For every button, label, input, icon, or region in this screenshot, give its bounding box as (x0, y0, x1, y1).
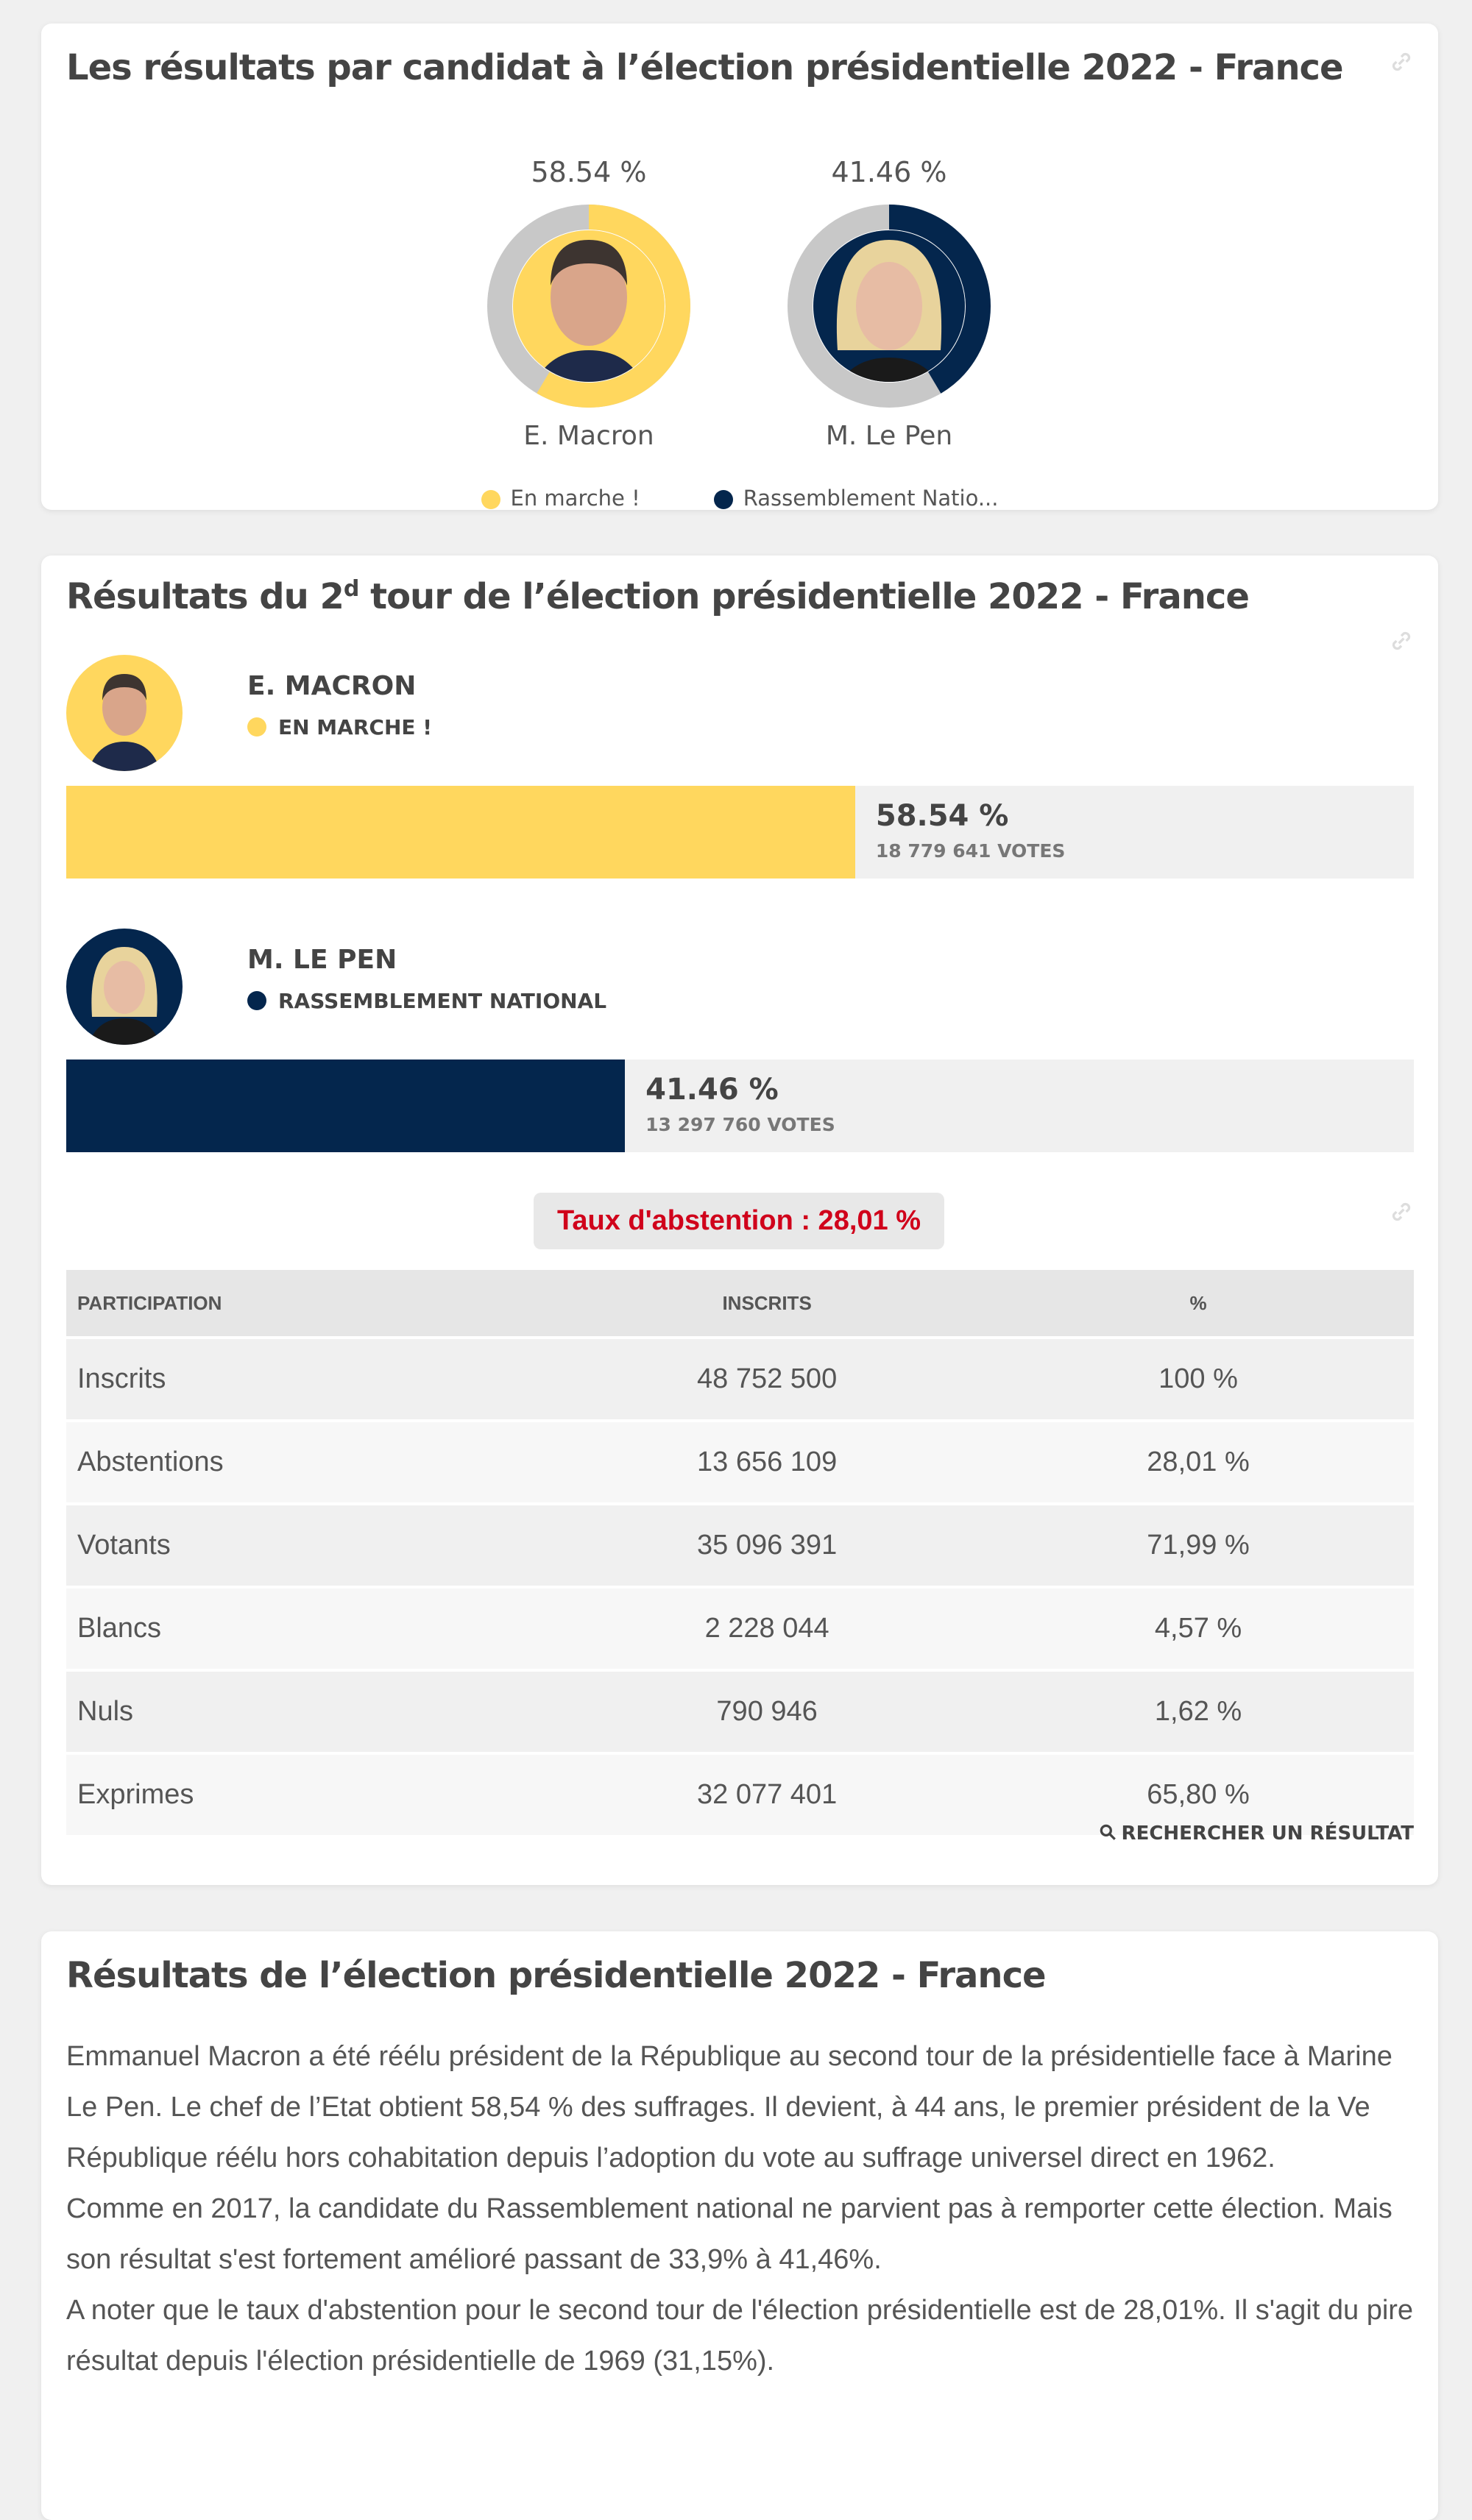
candidate-name: E. Macron (523, 421, 654, 451)
summary-card: Résultats de l’élection présidentielle 2… (41, 1931, 1438, 2520)
table-cell: 100 % (983, 1336, 1414, 1421)
donut-arc (487, 205, 690, 408)
le-pen-photo (813, 230, 965, 382)
macron-photo (513, 230, 665, 382)
table-cell: 2 228 044 (551, 1586, 983, 1670)
participation-table: PARTICIPATION INSCRITS % Inscrits 48 752 … (66, 1270, 1414, 1835)
table-row: Inscrits 48 752 500 100 % (66, 1336, 1414, 1421)
table-cell: Votants (66, 1502, 552, 1587)
donut-chart (487, 205, 690, 408)
table-cell: Abstentions (66, 1419, 552, 1504)
donut-le-pen: 41.46 % M. Le Pen (786, 156, 992, 451)
table-cell: 71,99 % (983, 1502, 1414, 1587)
title-text: Résultats du 2 (66, 576, 344, 617)
table-cell: 32 077 401 (551, 1752, 983, 1835)
paragraph: Comme en 2017, la candidate du Rassemble… (66, 2193, 1393, 2275)
card-title: Résultats du 2d tour de l’élection prési… (66, 576, 1250, 617)
table-cell: Exprimes (66, 1752, 552, 1835)
column-header: % (983, 1270, 1414, 1338)
table-cell: 790 946 (551, 1669, 983, 1753)
donut-arc (788, 205, 991, 408)
table-cell: Inscrits (66, 1336, 552, 1421)
candidate-name: E. MACRON (247, 671, 417, 701)
legend-dot (713, 490, 733, 509)
search-result-link[interactable]: RECHERCHER UN RÉSULTAT (1098, 1822, 1414, 1845)
result-bar-fill (66, 1060, 626, 1152)
avatar (66, 929, 183, 1045)
legend-label: En marche ! (510, 486, 640, 511)
table-row: Abstentions 13 656 109 28,01 % (66, 1419, 1414, 1504)
second-round-card: Résultats du 2d tour de l’élection prési… (41, 556, 1438, 1885)
link-icon[interactable] (1387, 1197, 1416, 1227)
candidate-party: EN MARCHE ! (247, 715, 432, 739)
summary-text: Emmanuel Macron a été réélu président de… (66, 2031, 1420, 2387)
column-header: PARTICIPATION (66, 1270, 552, 1338)
table-cell: 4,57 % (983, 1586, 1414, 1670)
result-bar: 41.46 % 13 297 760 VOTES (66, 1060, 1414, 1152)
candidate-results-card: Les résultats par candidat à l’élection … (41, 24, 1438, 511)
donut-percent: 41.46 % (831, 156, 947, 188)
link-icon[interactable] (1387, 626, 1416, 656)
donut-chart (788, 205, 991, 408)
result-bar-text: 41.46 % 13 297 760 VOTES (645, 1073, 835, 1135)
table-cell: 65,80 % (983, 1752, 1414, 1835)
avatar (66, 655, 183, 771)
result-bar-fill (66, 786, 855, 879)
table-cell: Blancs (66, 1586, 552, 1670)
legend-dot (481, 490, 500, 509)
legend-label: Rassemblement Natio... (743, 486, 999, 511)
title-sup: d (343, 576, 360, 602)
table-row: Votants 35 096 391 71,99 % (66, 1502, 1414, 1587)
chart-legend: En marche ! Rassemblement Natio... (41, 486, 1438, 511)
legend-item[interactable]: En marche ! (481, 486, 640, 511)
card-title: Les résultats par candidat à l’élection … (66, 47, 1344, 88)
table-cell: 28,01 % (983, 1419, 1414, 1504)
legend-item[interactable]: Rassemblement Natio... (713, 486, 999, 511)
table-cell: 35 096 391 (551, 1502, 983, 1587)
result-bar: 58.54 % 18 779 641 VOTES (66, 786, 1414, 879)
candidate-party: RASSEMBLEMENT NATIONAL (247, 989, 606, 1013)
table-row: Exprimes 32 077 401 65,80 % (66, 1752, 1414, 1835)
title-text: tour de l’élection présidentielle 2022 -… (358, 576, 1250, 617)
search-icon (1100, 1824, 1116, 1840)
table-cell: Nuls (66, 1669, 552, 1753)
result-bar-text: 58.54 % 18 779 641 VOTES (876, 799, 1066, 862)
column-header: INSCRITS (551, 1270, 983, 1338)
party-dot (247, 991, 266, 1010)
link-icon[interactable] (1387, 47, 1416, 77)
result-votes: 18 779 641 VOTES (875, 840, 1066, 862)
party-label: EN MARCHE ! (278, 715, 433, 739)
table-row: Blancs 2 228 044 4,57 % (66, 1586, 1414, 1670)
abstention-badge: Taux d'abstention : 28,01 % (534, 1193, 944, 1249)
search-link-label: RECHERCHER UN RÉSULTAT (1121, 1822, 1414, 1845)
table-cell: 13 656 109 (551, 1419, 983, 1504)
party-label: RASSEMBLEMENT NATIONAL (278, 989, 607, 1013)
result-percent: 41.46 % (645, 1073, 779, 1107)
table-row: Nuls 790 946 1,62 % (66, 1669, 1414, 1753)
result-percent: 58.54 % (875, 799, 1009, 833)
paragraph: Emmanuel Macron a été réélu président de… (66, 2041, 1393, 2173)
candidate-name: M. LE PEN (247, 945, 397, 975)
table-cell: 48 752 500 (551, 1336, 983, 1421)
card-title: Résultats de l’élection présidentielle 2… (66, 1955, 1047, 1996)
result-votes: 13 297 760 VOTES (645, 1114, 835, 1135)
table-cell: 1,62 % (983, 1669, 1414, 1753)
party-dot (247, 717, 266, 737)
candidate-name: M. Le Pen (825, 421, 953, 451)
donut-macron: 58.54 % E. Macron (486, 156, 692, 451)
table-header-row: PARTICIPATION INSCRITS % (66, 1270, 1414, 1338)
paragraph: A noter que le taux d'abstention pour le… (66, 2295, 1414, 2377)
donut-percent: 58.54 % (531, 156, 647, 188)
